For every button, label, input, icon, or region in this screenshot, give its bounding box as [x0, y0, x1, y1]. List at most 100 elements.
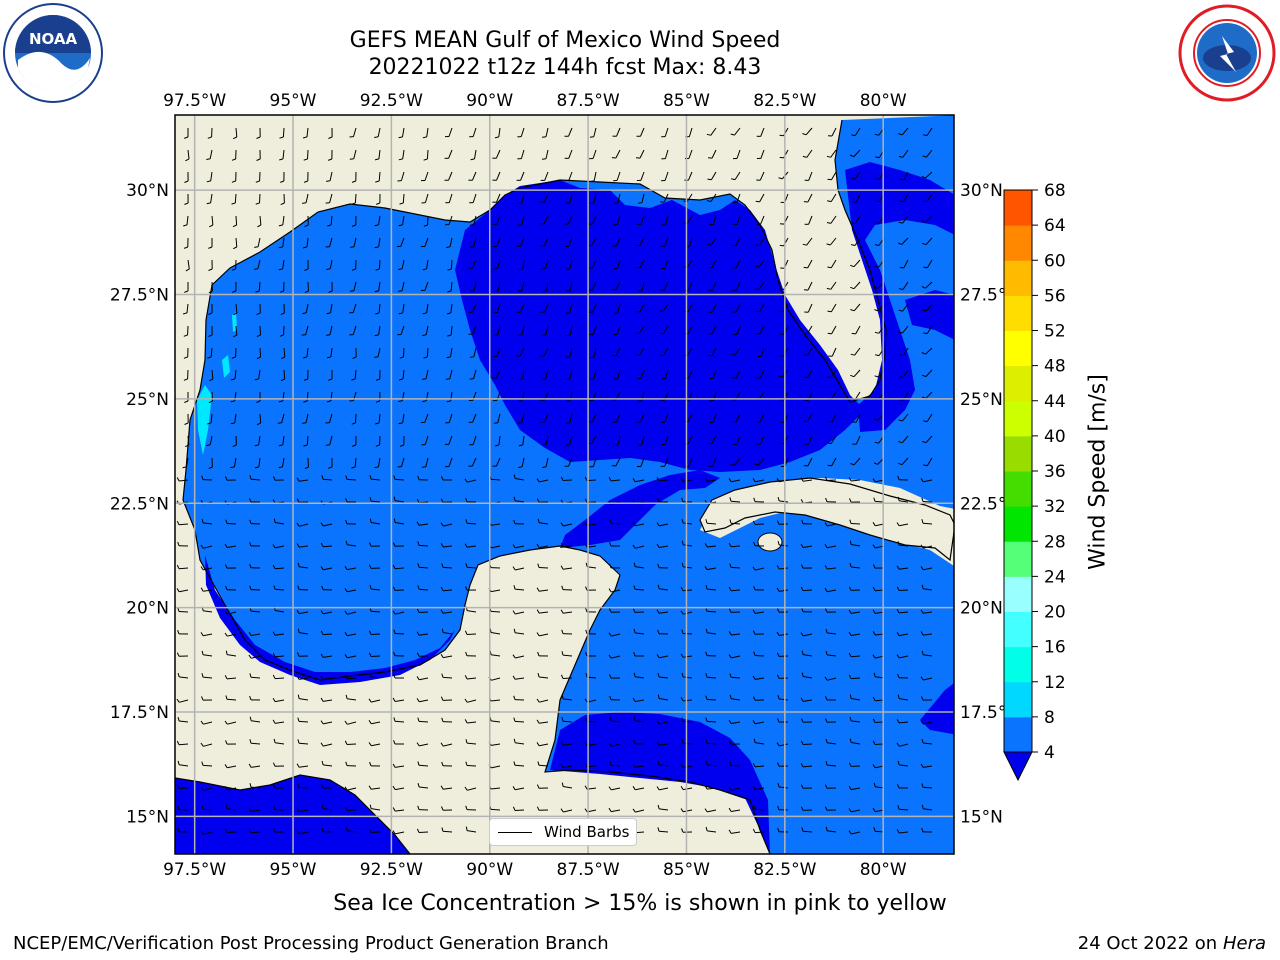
- wind-barb: [306, 127, 309, 137]
- wind-barb: [544, 303, 549, 313]
- lat-label-left: 22.5°N: [110, 494, 169, 514]
- wind-barb-flag: [752, 609, 756, 614]
- wind-barb-flag: [254, 466, 260, 469]
- wind-barb: [659, 698, 669, 701]
- wind-barb-flag: [752, 566, 756, 571]
- wind-barb-flag: [897, 242, 902, 245]
- wind-barb-flag: [566, 290, 571, 292]
- wind-barb-flag: [753, 805, 756, 810]
- wind-barb: [281, 413, 285, 423]
- wind-barb-flag: [779, 134, 784, 137]
- wind-barb: [827, 545, 837, 549]
- wind-barb: [519, 347, 525, 357]
- wind-barb: [759, 325, 765, 335]
- wind-barb: [259, 413, 262, 424]
- wind-barb: [902, 149, 909, 158]
- wind-barb: [235, 215, 238, 226]
- wind-barb-flag: [824, 476, 828, 481]
- wind-barb: [259, 325, 261, 336]
- wind-barb: [562, 545, 573, 548]
- wind-barb-flag: [494, 290, 499, 293]
- wind-barb-flag: [729, 497, 732, 502]
- wind-barb: [515, 787, 525, 791]
- wind-barb: [539, 522, 549, 525]
- wind-barb-flag: [518, 202, 523, 204]
- wind-barb-flag: [200, 830, 204, 835]
- wind-barb: [395, 500, 405, 503]
- wind-barb: [734, 127, 741, 136]
- wind-barb-flag: [848, 762, 852, 767]
- wind-barb: [593, 369, 597, 379]
- wind-barb-flag: [920, 544, 924, 549]
- wind-barb-flag: [657, 804, 660, 810]
- wind-barb-flag: [922, 374, 927, 378]
- wind-barb-flag: [825, 738, 828, 743]
- wind-barb-flag: [398, 422, 403, 425]
- wind-barb-flag: [177, 630, 180, 635]
- wind-barb: [450, 347, 453, 357]
- wind-barb-flag: [801, 564, 804, 569]
- wind-barb: [635, 699, 645, 702]
- wind-barb-flag: [447, 290, 452, 293]
- wind-barb-flag: [584, 808, 588, 813]
- wind-barb-flag: [872, 718, 876, 723]
- colorbar-segment: [1004, 330, 1032, 367]
- wind-barb: [735, 413, 741, 423]
- wind-barb-flag: [441, 717, 444, 722]
- wind-barb-flag: [392, 564, 396, 569]
- lat-label-right: 15°N: [960, 807, 1003, 827]
- wind-barb-flag: [303, 378, 308, 381]
- wind-barb-flag: [921, 783, 924, 788]
- wind-barb-flag: [824, 676, 828, 681]
- wind-barb: [202, 808, 213, 811]
- wind-barb-flag: [392, 610, 396, 615]
- wind-barb-flag: [680, 653, 684, 658]
- wind-barb-flag: [609, 761, 612, 766]
- wind-barb: [370, 610, 381, 613]
- wind-barb: [610, 764, 621, 767]
- wind-barb-flag: [897, 805, 900, 810]
- wind-barb: [466, 633, 477, 635]
- wind-barb-flag: [897, 784, 900, 789]
- wind-barb: [682, 633, 693, 635]
- wind-barb: [323, 699, 333, 702]
- wind-barb-flag: [585, 629, 588, 634]
- wind-barb-flag: [417, 541, 420, 546]
- lon-label-bottom: 85°W: [663, 860, 710, 880]
- wind-barb-flag: [776, 587, 780, 592]
- wind-barb-flag: [898, 331, 903, 334]
- wind-barb-flag: [613, 312, 618, 314]
- wind-barb-flag: [896, 586, 900, 591]
- wind-barb-flag: [872, 807, 876, 812]
- wind-barb: [378, 281, 381, 291]
- wind-barb-flag: [446, 246, 451, 248]
- wind-barb-flag: [209, 224, 214, 228]
- wind-barb: [901, 435, 909, 444]
- wind-barb: [706, 610, 717, 613]
- wind-barb: [419, 633, 429, 636]
- wind-barb-flag: [609, 542, 612, 547]
- wind-barb-flag: [296, 829, 300, 834]
- wind-barb: [711, 303, 717, 313]
- wind-barb: [543, 215, 549, 225]
- wind-barb-flag: [681, 717, 684, 722]
- wind-barb-flag: [803, 420, 808, 423]
- wind-barb: [443, 611, 453, 614]
- wind-barb: [593, 347, 597, 357]
- wind-barb: [353, 237, 357, 247]
- wind-barb: [611, 655, 621, 659]
- wind-barb: [323, 611, 333, 615]
- wind-barb-flag: [399, 356, 404, 359]
- wind-barb: [638, 347, 645, 356]
- wind-barb-flag: [536, 498, 540, 503]
- wind-barb-flag: [440, 522, 444, 527]
- wind-barb-flag: [464, 630, 468, 635]
- wind-barb: [346, 478, 357, 481]
- wind-barb: [520, 127, 525, 137]
- wind-barb: [443, 787, 453, 790]
- wind-barb: [179, 676, 189, 679]
- wind-barb-flag: [729, 740, 732, 745]
- wind-barb: [538, 764, 549, 767]
- wind-barb-flag: [896, 719, 900, 724]
- wind-barb: [831, 127, 837, 137]
